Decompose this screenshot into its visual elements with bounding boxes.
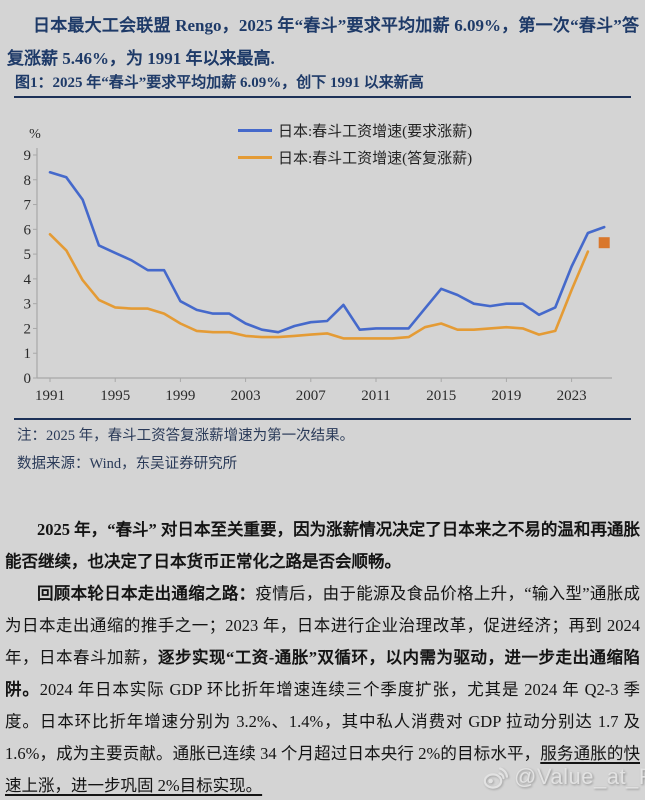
note-source-line: 数据来源：Wind，东吴证券研究所 <box>17 456 238 472</box>
y-tick-label: 9 <box>24 148 32 164</box>
para2-segment-2: 疫情后，由于能源及食品价格上升，“输入型”通胀成为日本走出通缩的推手之一；202… <box>5 584 640 667</box>
figure-caption: 图1：2025 年“春斗”要求平均加薪 6.09%，创下 1991 以来新高 <box>15 75 424 91</box>
paragraph-2: 回顾本轮日本走出通缩之路：疫情后，由于能源及食品价格上升，“输入型”通胀成为日本… <box>5 578 640 800</box>
x-tick-label: 2023 <box>557 388 587 404</box>
y-tick-label: 1 <box>24 346 32 362</box>
x-tick-label: 1991 <box>35 388 65 404</box>
y-tick-label: 5 <box>24 247 32 263</box>
chart-canvas: 0 1 2 3 4 5 6 7 8 9 1991 1995 1999 2003 2007 2011 2015 20… <box>24 127 612 404</box>
para2-segment-4: 2024 年日本实际 GDP 环比折年增速连续三个季度扩张，尤其是 2024 年… <box>5 680 640 763</box>
y-tick-label: 0 <box>24 371 32 387</box>
para2-segment-3-bold: 逐步实现“工资-通胀”双循环，以内需为驱动，进一步走出通缩陷阱。 <box>5 648 640 699</box>
y-tick-label: 8 <box>24 173 32 189</box>
y-tick-label: 2 <box>24 321 32 337</box>
figure-caption-rule <box>14 96 631 98</box>
note-line-1: 注：2025 年，春斗工资答复涨薪增速为第一次结果。 <box>17 428 355 444</box>
x-tick-label: 2011 <box>361 388 390 404</box>
figure-note: 注：2025 年，春斗工资答复涨薪增速为第一次结果。 数据来源：Wind，东吴证… <box>17 422 635 478</box>
legend-line-blue-icon <box>238 129 272 132</box>
line-chart: 0 1 2 3 4 5 6 7 8 9 1991 1995 1999 2003 2007 2011 2015 20… <box>14 98 632 420</box>
paragraph-1: 2025 年，“春斗” 对日本至关重要，因为涨薪情况决定了日本来之不易的温和再通… <box>5 520 640 571</box>
x-tick-label: 2019 <box>491 388 521 404</box>
x-tick-label: 2007 <box>296 388 327 404</box>
legend-item-response: 日本:春斗工资增速(答复涨薪) <box>238 144 472 171</box>
legend-label-demand: 日本:春斗工资增速(要求涨薪) <box>278 124 473 140</box>
x-tick-label: 1999 <box>165 388 195 404</box>
watermark: @Value_at_Risk <box>483 764 645 790</box>
y-tick-label: 6 <box>24 222 32 238</box>
chart-legend: 日本:春斗工资增速(要求涨薪) 日本:春斗工资增速(答复涨薪) <box>238 117 472 171</box>
intro-paragraph: 日本最大工会联盟 Rengo，2025 年“春斗”要求平均加薪 6.09%，第一… <box>7 16 639 68</box>
series-line-response <box>48 233 590 340</box>
series-line-demand <box>48 171 606 334</box>
weibo-icon <box>483 766 509 789</box>
figure-bottom-rule <box>14 418 631 420</box>
y-tick-label: 3 <box>24 297 32 313</box>
legend-line-orange-icon <box>238 156 272 159</box>
x-tick-label: 2015 <box>426 388 456 404</box>
x-tick-label: 2003 <box>231 388 261 404</box>
legend-label-response: 日本:春斗工资增速(答复涨薪) <box>278 151 473 167</box>
legend-item-demand: 日本:春斗工资增速(要求涨薪) <box>238 117 472 144</box>
para2-underlined-conclusion: 服务通胀的快速上涨，进一步巩固 2%目标实现。 <box>5 744 640 795</box>
watermark-text: @Value_at_Risk <box>514 764 645 789</box>
response-2025-square-marker <box>598 237 610 249</box>
body-text: 2025 年，“春斗” 对日本至关重要，因为涨薪情况决定了日本来之不易的温和再通… <box>5 514 640 800</box>
x-tick-label: 1995 <box>100 388 130 404</box>
y-axis-unit-label: % <box>29 127 41 142</box>
y-tick-label: 4 <box>24 272 32 288</box>
y-tick-label: 7 <box>24 198 32 214</box>
para2-lead-bold: 回顾本轮日本走出通缩之路： <box>37 584 256 603</box>
